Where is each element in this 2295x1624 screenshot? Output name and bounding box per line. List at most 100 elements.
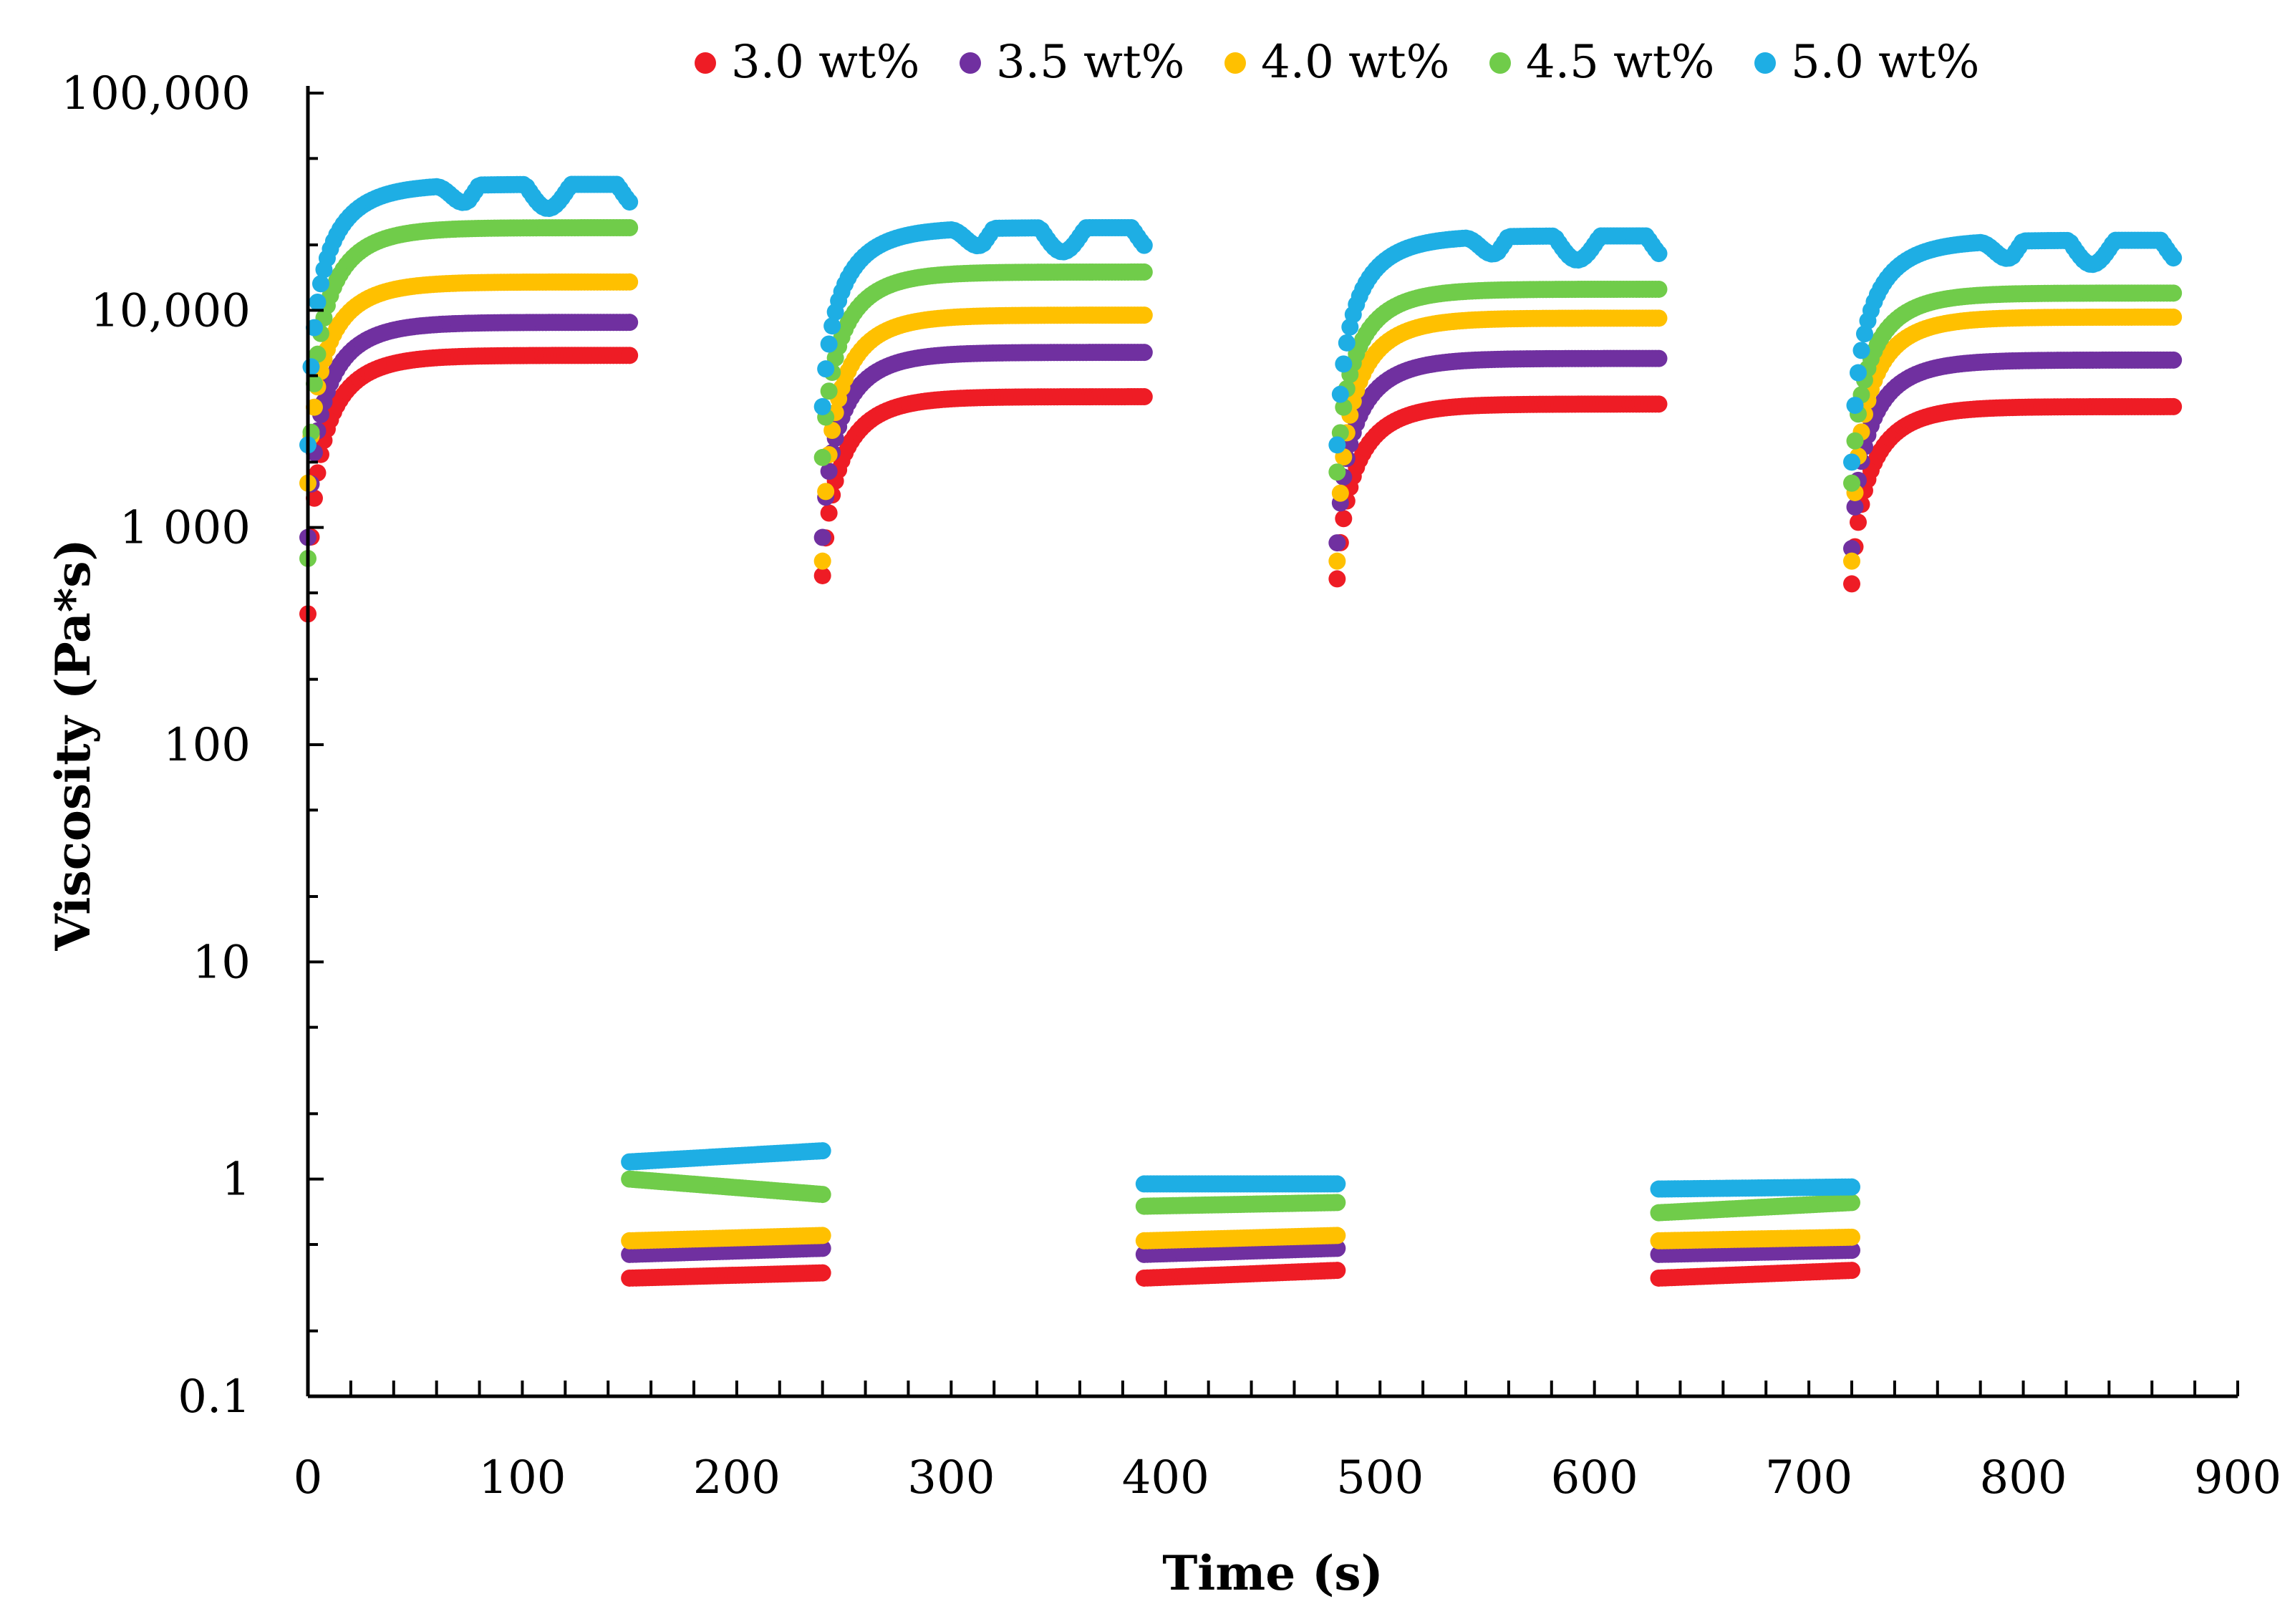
- legend-marker-icon: [1489, 52, 1511, 74]
- data-point: [1843, 575, 1860, 593]
- y-axis-title: Viscosity (Pa*s): [45, 538, 101, 951]
- legend-item: 3.0 wt%: [695, 36, 919, 89]
- data-point: [1328, 463, 1346, 481]
- legend-marker-icon: [695, 52, 716, 74]
- data-point: [1335, 398, 1353, 416]
- data-point: [817, 360, 835, 378]
- data-point: [1328, 1175, 1346, 1193]
- data-point: [305, 374, 323, 392]
- data-point: [813, 1227, 831, 1244]
- data-point: [820, 335, 838, 353]
- data-point: [1328, 1227, 1346, 1244]
- data-point: [302, 358, 320, 376]
- data-point: [813, 528, 831, 546]
- data-point: [813, 1142, 831, 1160]
- legend-marker-icon: [960, 52, 981, 74]
- data-point: [1328, 1262, 1346, 1280]
- data-point: [820, 504, 838, 522]
- data-point: [1328, 534, 1346, 552]
- y-tick-label: 1: [221, 1154, 251, 1207]
- data-point: [1135, 263, 1153, 281]
- data-point: [2165, 397, 2183, 415]
- data-point: [1328, 1194, 1346, 1212]
- data-point: [1650, 245, 1668, 263]
- data-point: [1135, 344, 1153, 362]
- data-point: [621, 219, 639, 237]
- data-point: [820, 463, 838, 480]
- x-tick-label: 700: [1765, 1451, 1852, 1504]
- data-point: [1855, 325, 1873, 343]
- data-point: [1650, 395, 1668, 413]
- data-point: [1843, 1262, 1860, 1280]
- data-point: [1328, 552, 1346, 570]
- series-5-0-wt: [299, 175, 2183, 1198]
- data-point: [1852, 342, 1870, 359]
- data-point: [305, 489, 323, 507]
- x-tick-label: 200: [693, 1451, 781, 1504]
- data-point: [305, 398, 323, 416]
- y-tick-label: 10: [193, 936, 251, 989]
- x-axis-title: Time (s): [1162, 1545, 1383, 1601]
- legend-marker-icon: [1224, 52, 1246, 74]
- legend-item: 4.0 wt%: [1224, 36, 1449, 89]
- legend-label: 3.0 wt%: [731, 36, 919, 89]
- series-3-0-wt: [299, 347, 2183, 1287]
- legend-item: 5.0 wt%: [1754, 36, 1979, 89]
- data-point: [621, 314, 639, 332]
- data-point: [1846, 432, 1864, 450]
- data-point: [1338, 334, 1356, 352]
- legend-label: 4.5 wt%: [1526, 36, 1714, 89]
- data-point: [1135, 306, 1153, 324]
- x-tick-label: 900: [2194, 1451, 2281, 1504]
- y-tick-label: 0.1: [178, 1371, 251, 1424]
- data-point: [311, 275, 329, 293]
- series-4-5-wt: [299, 219, 2183, 1222]
- data-point: [1843, 1242, 1860, 1260]
- data-point: [1331, 484, 1349, 502]
- data-point: [1650, 309, 1668, 327]
- data-point: [1849, 364, 1867, 382]
- data-point: [1650, 349, 1668, 367]
- data-point: [1650, 280, 1668, 298]
- data-point: [813, 566, 831, 584]
- legend-label: 4.0 wt%: [1261, 36, 1449, 89]
- data-point: [309, 294, 327, 311]
- legend-item: 3.5 wt%: [960, 36, 1184, 89]
- data-point: [823, 317, 841, 335]
- data-point: [813, 448, 831, 466]
- data-point: [2165, 308, 2183, 326]
- y-tick-label: 1 000: [120, 502, 251, 555]
- data-point: [1846, 397, 1864, 415]
- data-point: [621, 193, 639, 211]
- data-point: [823, 422, 841, 440]
- x-tick-label: 800: [1979, 1451, 2067, 1504]
- data-point: [1843, 552, 1860, 570]
- data-point: [1335, 355, 1353, 373]
- data-point: [1849, 513, 1867, 531]
- data-point: [817, 483, 835, 501]
- legend: 3.0 wt% 3.5 wt% 4.0 wt% 4.5 wt% 5.0 wt%: [695, 36, 1979, 89]
- data-point: [1843, 1228, 1860, 1246]
- x-tick-label: 500: [1336, 1451, 1424, 1504]
- data-point: [1843, 474, 1860, 492]
- legend-marker-icon: [1754, 52, 1776, 74]
- legend-label: 3.5 wt%: [996, 36, 1184, 89]
- data-point: [2165, 351, 2183, 369]
- legend-item: 4.5 wt%: [1489, 36, 1714, 89]
- series-3-5-wt: [299, 314, 2183, 1263]
- data-point: [813, 1264, 831, 1282]
- data-point: [1335, 510, 1353, 528]
- axes-layer: 0.1 1 10 100 1 000 10,000 100,000 0 100 200 300 400…: [61, 67, 2281, 1504]
- data-point: [1135, 388, 1153, 406]
- data-points-layer: [299, 175, 2183, 1287]
- data-point: [1843, 1194, 1860, 1212]
- data-point: [813, 552, 831, 570]
- data-point: [1328, 570, 1346, 588]
- x-tick-label: 100: [478, 1451, 566, 1504]
- data-point: [621, 273, 639, 291]
- y-tick-label: 100,000: [61, 67, 251, 120]
- x-tick-label: 400: [1122, 1451, 1209, 1504]
- x-tick-label: 600: [1551, 1451, 1638, 1504]
